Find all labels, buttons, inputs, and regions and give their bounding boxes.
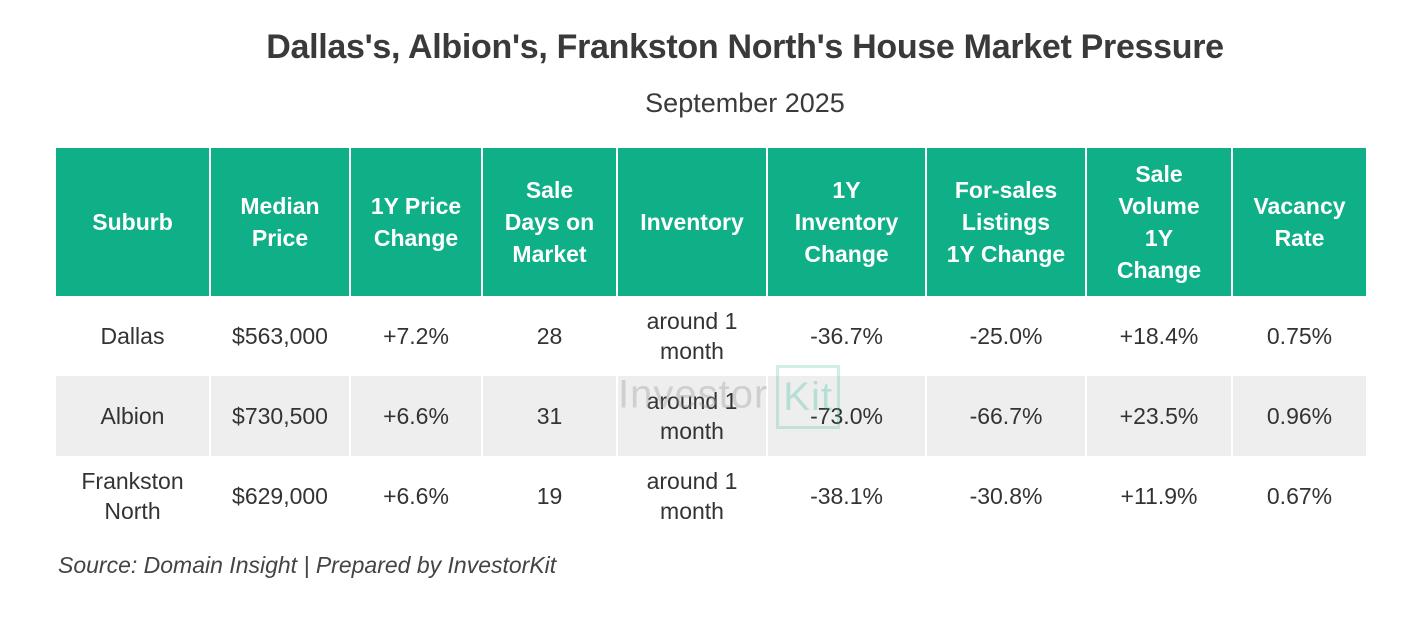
table-row: Frankston North $629,000 +6.6% 19 around 1 m… <box>56 456 1366 536</box>
table-row: Albion $730,500 +6.6% 31 around 1 month -73.0… <box>56 376 1366 456</box>
chart-title: Dallas's, Albion's, Frankston North's Ho… <box>266 28 1224 66</box>
table-cell: +7.2% <box>349 296 481 376</box>
table-cell: around 1 month <box>616 376 766 456</box>
table-cell: around 1 month <box>616 456 766 536</box>
table-cell: $629,000 <box>209 456 349 536</box>
table-cell: +18.4% <box>1085 296 1231 376</box>
table-cell: Dallas <box>100 323 165 349</box>
column-header: Suburb <box>56 148 209 296</box>
table-cell: -38.1% <box>766 456 925 536</box>
column-header: 1Y Price Change <box>349 148 481 296</box>
table-cell: +23.5% <box>1085 376 1231 456</box>
table-cell: $730,500 <box>209 376 349 456</box>
market-pressure-table: Suburb Median Price 1Y Price Change Sale Days … <box>56 148 1366 536</box>
table-row: Dallas $563,000 +7.2% 28 around 1 month -36.7… <box>56 296 1366 376</box>
table-cell: -73.0% <box>766 376 925 456</box>
table-cell: 0.96% <box>1231 376 1366 456</box>
table-cell: around 1 month <box>616 296 766 376</box>
column-header: Inventory <box>616 148 766 296</box>
table-cell: -36.7% <box>766 296 925 376</box>
table-cell: +6.6% <box>349 456 481 536</box>
table-cell: 31 <box>481 376 616 456</box>
table-cell: +6.6% <box>349 376 481 456</box>
table-cell: Frankston North <box>81 468 184 524</box>
column-header: 1Y Inventory Change <box>766 148 925 296</box>
table-cell: +11.9% <box>1085 456 1231 536</box>
table-cell: 19 <box>481 456 616 536</box>
table-cell: -66.7% <box>925 376 1085 456</box>
column-header: Sale Days on Market <box>481 148 616 296</box>
table-cell: 0.67% <box>1231 456 1366 536</box>
table-cell: 28 <box>481 296 616 376</box>
column-header: Median Price <box>209 148 349 296</box>
table-cell: -25.0% <box>925 296 1085 376</box>
table-cell: -30.8% <box>925 456 1085 536</box>
table-cell: 0.75% <box>1231 296 1366 376</box>
table-header-row: Suburb Median Price 1Y Price Change Sale Days … <box>56 148 1366 296</box>
table-cell: Albion <box>56 376 209 456</box>
column-header: Sale Volume 1Y Change <box>1085 148 1231 296</box>
source-note: Source: Domain Insight | Prepared by Inv… <box>58 552 557 578</box>
chart-subtitle: September 2025 <box>645 88 845 118</box>
column-header: Vacancy Rate <box>1231 148 1366 296</box>
table-cell: $563,000 <box>209 296 349 376</box>
column-header: For-sales Listings 1Y Change <box>925 148 1085 296</box>
